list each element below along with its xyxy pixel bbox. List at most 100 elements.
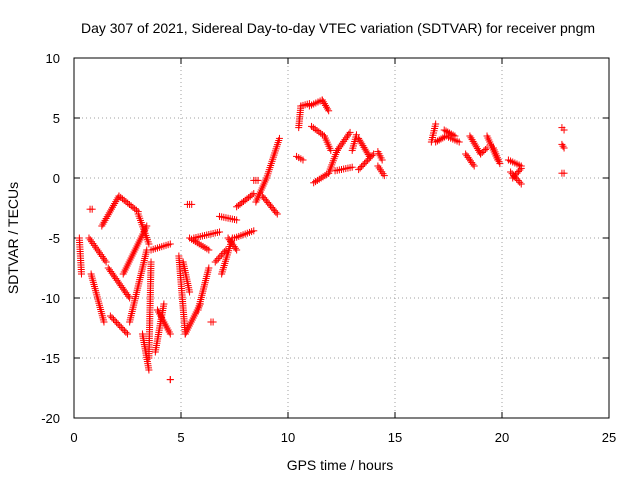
data-point — [468, 136, 476, 144]
data-point — [273, 210, 281, 218]
data-point — [216, 228, 224, 236]
data-point — [516, 178, 524, 186]
data-point — [560, 144, 568, 152]
data-point — [324, 105, 332, 113]
data-point — [356, 164, 364, 172]
data-point — [346, 128, 354, 136]
y-tick-label: -20 — [41, 411, 60, 426]
data-point — [446, 129, 454, 137]
data-point — [560, 126, 568, 134]
data-point — [108, 269, 116, 277]
data-point — [119, 325, 127, 333]
data-point — [100, 318, 108, 326]
data-point — [105, 266, 113, 274]
data-point — [119, 285, 127, 293]
data-point — [480, 147, 488, 155]
data-point — [114, 278, 122, 286]
data-point — [358, 162, 366, 170]
data-point — [469, 160, 477, 168]
data-point — [108, 314, 116, 322]
data-point — [124, 292, 132, 300]
data-point — [113, 276, 121, 284]
data-point — [357, 138, 365, 146]
y-tick-label: -5 — [48, 231, 60, 246]
data-point — [345, 130, 353, 138]
data-point — [447, 130, 455, 138]
data-point — [121, 287, 129, 295]
data-point — [122, 198, 130, 206]
data-point — [355, 166, 363, 174]
x-tick-label: 10 — [281, 430, 295, 445]
data-point — [113, 319, 121, 327]
data-point — [205, 264, 213, 272]
data-point — [437, 135, 445, 143]
data-point — [109, 315, 117, 323]
x-tick-label: 15 — [388, 430, 402, 445]
data-point — [104, 264, 112, 272]
data-point — [116, 322, 124, 330]
data-point — [188, 200, 196, 208]
data-point — [248, 191, 256, 199]
y-tick-label: 0 — [53, 171, 60, 186]
data-point — [517, 180, 525, 188]
y-tick-label: 10 — [46, 51, 60, 66]
data-point — [272, 208, 280, 216]
data-point — [122, 328, 130, 336]
data-point — [444, 128, 452, 136]
data-point — [455, 138, 463, 146]
y-tick-label: 5 — [53, 111, 60, 126]
data-point — [118, 283, 126, 291]
data-point — [473, 145, 481, 153]
data-point — [355, 134, 363, 142]
data-point — [467, 134, 475, 142]
data-point — [343, 132, 351, 140]
data-point — [333, 146, 341, 154]
data-point — [117, 282, 125, 290]
data-point — [205, 246, 213, 254]
data-point — [166, 376, 174, 384]
data-point — [471, 141, 479, 149]
data-point — [378, 156, 386, 164]
data-point — [337, 141, 345, 149]
data-point — [558, 140, 566, 148]
data-point — [211, 258, 219, 266]
data-point — [145, 240, 153, 248]
data-point — [216, 253, 224, 261]
data-point — [318, 96, 326, 104]
data-point — [111, 317, 119, 325]
data-point — [115, 192, 123, 200]
data-point — [109, 271, 117, 279]
data-point — [559, 142, 567, 150]
data-point — [517, 164, 525, 172]
data-point — [362, 158, 370, 166]
data-point — [509, 174, 517, 182]
data-point — [513, 169, 521, 177]
data-point — [507, 168, 515, 176]
data-point — [477, 150, 485, 158]
data-point — [219, 249, 227, 257]
chart-title: Day 307 of 2021, Sidereal Day-to-day VTE… — [81, 20, 595, 36]
data-point — [361, 159, 369, 167]
data-point — [106, 312, 114, 320]
data-point — [435, 136, 443, 144]
data-point — [466, 132, 474, 140]
data-point — [514, 168, 522, 176]
data-point — [360, 143, 368, 151]
data-point — [118, 195, 126, 203]
data-point — [516, 166, 524, 174]
data-point — [361, 145, 369, 153]
data-point — [160, 300, 168, 308]
data-point — [510, 172, 518, 180]
data-point — [124, 330, 131, 338]
data-point — [470, 162, 478, 170]
data-point — [481, 146, 489, 153]
data-point — [442, 127, 450, 135]
data-point — [336, 143, 344, 151]
data-point — [432, 120, 440, 128]
data-point — [117, 193, 125, 201]
data-point — [166, 330, 174, 338]
data-point — [120, 327, 128, 335]
data-point — [231, 244, 239, 252]
data-point — [127, 202, 135, 210]
